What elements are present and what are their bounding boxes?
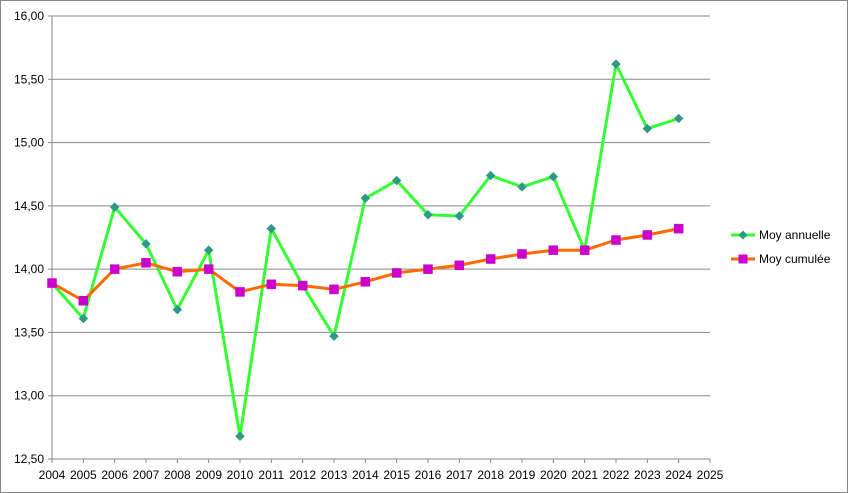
data-point xyxy=(642,230,653,240)
data-point xyxy=(78,296,89,306)
data-point xyxy=(172,304,183,315)
data-point xyxy=(517,249,527,259)
data-point xyxy=(360,277,371,287)
data-point xyxy=(109,202,120,212)
x-tick-label: 2004 xyxy=(39,468,66,482)
data-point xyxy=(517,182,527,192)
data-point xyxy=(391,268,402,278)
data-point xyxy=(109,264,120,274)
y-tick-label: 13,50 xyxy=(14,325,44,339)
y-tick-label: 14,00 xyxy=(14,262,44,276)
data-point xyxy=(297,280,308,291)
legend-item: Moy cumulée xyxy=(731,252,831,266)
x-tick-label: 2014 xyxy=(352,468,379,482)
data-point xyxy=(673,223,684,234)
data-point xyxy=(235,287,245,297)
data-point xyxy=(329,331,339,342)
legend: Moy annuelle Moy cumulée xyxy=(731,228,831,266)
data-point xyxy=(423,209,433,220)
x-tick-label: 2005 xyxy=(70,468,97,482)
legend-marker xyxy=(738,254,748,264)
x-tick-label: 2016 xyxy=(415,468,442,482)
data-point xyxy=(454,260,465,271)
data-point xyxy=(485,254,496,264)
y-tick-label: 13,00 xyxy=(14,389,44,403)
x-tick-label: 2012 xyxy=(289,468,316,482)
x-tick-label: 2009 xyxy=(195,468,222,482)
x-tick-label: 2008 xyxy=(164,468,191,482)
series-layer xyxy=(47,59,684,442)
x-tick-label: 2011 xyxy=(258,468,284,482)
x-tick-label: 2023 xyxy=(634,468,661,482)
x-tick-label: 2017 xyxy=(446,468,473,482)
legend-label: Moy annuelle xyxy=(759,228,831,242)
y-tick-label: 15,00 xyxy=(14,136,44,150)
x-tick-label: 2013 xyxy=(321,468,348,482)
legend-marker xyxy=(738,230,748,240)
data-point xyxy=(673,113,684,124)
axes xyxy=(48,15,711,463)
data-point xyxy=(548,171,559,182)
data-point xyxy=(78,313,89,324)
data-point xyxy=(391,175,402,186)
y-tick-label: 16,00 xyxy=(14,9,44,23)
y-tick-labels: 12,50 13,00 13,50 14,00 14,50 15,00 15,50 16,00 xyxy=(14,9,44,466)
data-point xyxy=(47,278,57,288)
data-point xyxy=(266,279,277,290)
data-point xyxy=(611,235,621,245)
x-tick-label: 2021 xyxy=(571,468,598,482)
data-point xyxy=(423,264,433,274)
series-2 xyxy=(47,223,684,306)
data-point xyxy=(203,264,214,274)
x-tick-label: 2007 xyxy=(133,468,160,482)
x-tick-label: 2006 xyxy=(101,468,128,482)
y-tick-label: 14,50 xyxy=(14,199,44,213)
x-tick-label: 2025 xyxy=(697,468,724,482)
x-tick-label: 2018 xyxy=(477,468,504,482)
x-tick-label: 2020 xyxy=(540,468,567,482)
data-point xyxy=(454,211,465,221)
data-point xyxy=(141,258,151,268)
x-tick-label: 2024 xyxy=(665,468,692,482)
data-point xyxy=(141,238,151,249)
data-point xyxy=(611,59,621,69)
data-point xyxy=(548,245,559,255)
legend-label: Moy cumulée xyxy=(759,252,831,266)
x-tick-labels: 2004 2005 2006 2007 2008 2009 2010 2011 2012 2013… xyxy=(39,468,724,482)
data-point xyxy=(235,431,245,442)
x-tick-label: 2010 xyxy=(227,468,254,482)
data-point xyxy=(329,284,339,295)
data-point xyxy=(485,170,496,181)
y-tick-label: 15,50 xyxy=(14,72,44,86)
x-tick-label: 2019 xyxy=(509,468,536,482)
x-tick-label: 2015 xyxy=(383,468,410,482)
data-point xyxy=(360,193,371,204)
data-point xyxy=(266,223,277,234)
y-tick-label: 12,50 xyxy=(14,452,44,466)
data-point xyxy=(172,266,183,277)
legend-item: Moy annuelle xyxy=(731,228,831,242)
data-point xyxy=(642,123,653,134)
data-point xyxy=(203,245,214,256)
x-tick-label: 2022 xyxy=(603,468,630,482)
data-point xyxy=(579,245,590,255)
